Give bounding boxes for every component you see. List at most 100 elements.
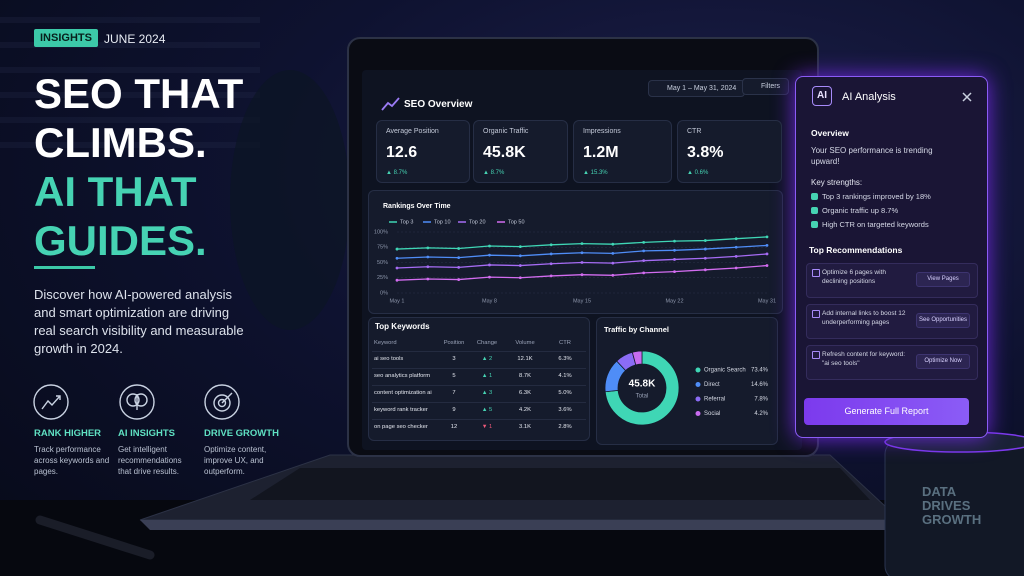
legend-value: 14.6% xyxy=(751,382,769,388)
series-point xyxy=(549,252,553,256)
overview-title: Overview xyxy=(811,128,849,138)
series-point xyxy=(549,262,553,266)
legend-value: 73.4% xyxy=(751,368,769,374)
kpi-change: ▲ 0.6% xyxy=(687,170,709,176)
series-point xyxy=(395,266,399,270)
dashboard-title: SEO Overview xyxy=(404,99,473,110)
series-point xyxy=(395,256,399,260)
table-cell: content optimization ai xyxy=(374,390,432,396)
series-point xyxy=(488,263,491,267)
series-point xyxy=(488,253,491,257)
date-picker[interactable]: May 1 – May 31, 2024 xyxy=(648,80,746,97)
table-cell: 5 xyxy=(452,373,456,379)
series-point xyxy=(611,242,615,246)
kpi-card xyxy=(376,120,470,183)
series-point xyxy=(642,271,646,275)
y-tick-label: 0% xyxy=(380,290,388,296)
table-cell: 6.3K xyxy=(519,390,531,396)
rec-icon xyxy=(812,351,820,359)
column-header: Keyword xyxy=(374,340,397,346)
y-tick-label: 50% xyxy=(377,260,388,266)
mug-line: GROWTH xyxy=(922,512,982,527)
table-cell: 12 xyxy=(450,424,458,430)
series-point xyxy=(426,277,430,281)
strength: Organic traffic up 8.7% xyxy=(822,206,899,215)
check-icon xyxy=(811,193,818,200)
headline-line: CLIMBS. xyxy=(34,119,207,166)
legend-dot xyxy=(695,367,701,373)
kpi-value: 12.6 xyxy=(386,144,418,161)
series-point xyxy=(580,261,584,264)
close-button[interactable] xyxy=(960,90,974,104)
keywords-card xyxy=(368,317,590,441)
series-point xyxy=(549,274,553,278)
series-point xyxy=(734,255,738,258)
kpi-card xyxy=(573,120,672,183)
kpi-value: 45.8K xyxy=(483,144,526,161)
table-cell: seo analytics platform xyxy=(374,373,431,379)
check-icon xyxy=(811,207,818,214)
series-line xyxy=(396,253,768,269)
chart-title: Traffic by Channel xyxy=(604,325,669,334)
legend-value: 7.8% xyxy=(754,397,768,403)
column-header: Volume xyxy=(515,340,535,346)
series-point xyxy=(457,265,461,269)
headline-accent-line: AI THAT xyxy=(34,168,197,215)
x-tick-label: May 15 xyxy=(573,298,591,304)
series-point xyxy=(457,247,461,250)
row-divider xyxy=(372,385,586,386)
rec-icon xyxy=(812,269,820,277)
donut-center-label: Total xyxy=(636,394,649,400)
strength: Top 3 rankings improved by 18% xyxy=(822,192,931,201)
table-cell: ▲ 2 xyxy=(481,356,493,362)
legend-label: Direct xyxy=(704,382,720,388)
y-tick-label: 100% xyxy=(374,229,388,235)
mug-line: DRIVES xyxy=(922,498,971,513)
column-header: Position xyxy=(443,340,465,346)
divider xyxy=(34,266,95,269)
series-point xyxy=(611,273,615,277)
series-point xyxy=(580,273,584,277)
table-cell: ai seo tools xyxy=(374,356,404,362)
series-point xyxy=(518,276,522,280)
rec-button[interactable]: See Opportunities xyxy=(916,313,970,328)
series-point xyxy=(549,243,553,247)
series-point xyxy=(457,278,461,281)
strength: High CTR on targeted keywords xyxy=(822,220,929,229)
generate-report-button[interactable]: Generate Full Report xyxy=(804,398,969,425)
feature-icons xyxy=(33,384,240,420)
series-point xyxy=(642,259,646,263)
series-point xyxy=(426,265,430,269)
filters-button[interactable]: Filters xyxy=(742,78,790,95)
rec-text: Add internal links to boost 12 underperf… xyxy=(822,310,906,326)
legend-label: Social xyxy=(704,411,720,417)
table-cell: keyword rank tracker xyxy=(374,407,428,413)
date: JUNE 2024 xyxy=(104,32,166,46)
x-tick-label: May 1 xyxy=(390,298,405,304)
table-cell: 2.8% xyxy=(558,424,572,430)
row-divider xyxy=(372,351,586,352)
series-point xyxy=(518,245,522,249)
legend-label: Top 3 xyxy=(400,219,413,225)
rec-text: Refresh content for keyword: "ai seo too… xyxy=(822,351,906,367)
series-point xyxy=(488,275,491,279)
kpi-change: ▲ 8.7% xyxy=(483,170,505,176)
chart-title: Rankings Over Time xyxy=(383,203,451,210)
column-header: CTR xyxy=(559,340,571,346)
rec-button[interactable]: View Pages xyxy=(916,272,970,287)
rec-button[interactable]: Optimize Now xyxy=(916,354,970,369)
ai-icon: AI xyxy=(812,86,832,106)
kpi-label: Organic Traffic xyxy=(483,128,529,135)
ai-title: AI Analysis xyxy=(842,91,896,103)
row-divider xyxy=(372,419,586,420)
series-point xyxy=(673,248,676,252)
rec-text: Optimize 6 pages with declining position… xyxy=(822,269,886,285)
table-cell: 12.1K xyxy=(517,356,533,362)
series-point xyxy=(765,244,769,247)
kpi-change: ▲ 15.3% xyxy=(583,170,608,176)
donut-segment xyxy=(631,350,643,366)
kpi-label: Average Position xyxy=(386,128,439,135)
